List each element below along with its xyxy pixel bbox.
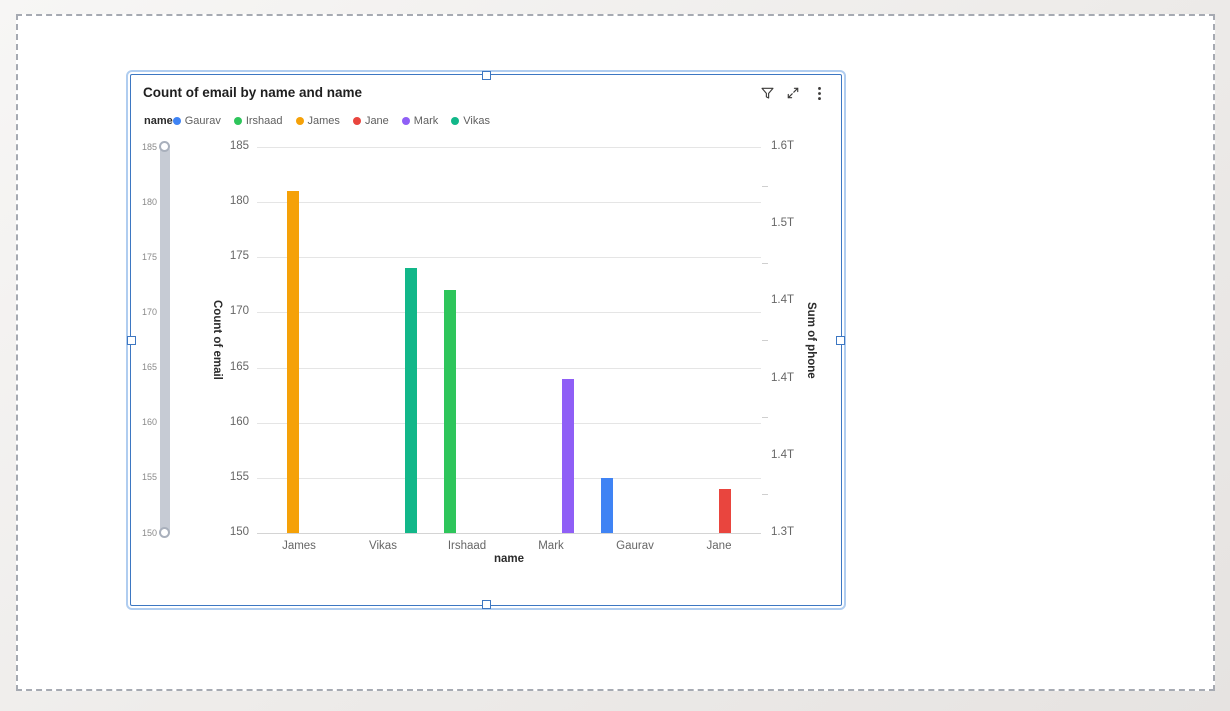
legend-label: Jane — [364, 115, 389, 127]
y-axis-title: Count of email — [211, 300, 223, 380]
gridline — [257, 202, 761, 204]
bar[interactable] — [561, 378, 574, 533]
x-axis-tick-label: Vikas — [369, 540, 397, 552]
y-axis-zoom-slider-track[interactable] — [160, 145, 170, 535]
legend-label: Mark — [413, 115, 439, 127]
legend-swatch — [352, 117, 361, 125]
x-axis-tick-label: Mark — [538, 540, 564, 552]
slider-tick-label: 170 — [141, 306, 157, 317]
more-options-icon[interactable] — [811, 85, 827, 101]
y-axis-tick-label: 170 — [229, 305, 249, 318]
y-axis-tick-label: 160 — [229, 415, 249, 428]
x-axis-tick-label: Jane — [706, 540, 732, 552]
legend-swatch — [401, 117, 410, 125]
bar[interactable] — [405, 268, 417, 533]
y2-axis-minor-tick — [762, 185, 768, 187]
legend-title: name — [144, 115, 173, 127]
legend-item[interactable]: Jane — [352, 115, 389, 127]
y2-axis-tick-label: 1.4T — [771, 448, 795, 461]
y-axis-tick-label: 185 — [229, 140, 249, 152]
y2-axis-minor-tick — [762, 340, 768, 341]
y2-axis-tick-label: 1.3T — [771, 526, 795, 538]
bar[interactable] — [718, 488, 731, 533]
gridline — [257, 367, 761, 369]
bar[interactable] — [444, 290, 457, 533]
y2-axis-tick-label: 1.5T — [771, 217, 795, 230]
x-axis-tick-label: Gaurav — [616, 540, 654, 552]
gridline — [257, 422, 761, 424]
legend-swatch — [451, 117, 460, 125]
gridline — [257, 477, 761, 479]
gridline — [257, 533, 761, 534]
x-axis-tick-label: James — [282, 540, 316, 552]
gridline — [257, 312, 761, 314]
visual-toolbar — [759, 85, 827, 101]
resize-handle-top[interactable] — [482, 71, 491, 80]
slider-tick-label: 155 — [141, 472, 157, 483]
legend: name Gaurav Irshaad James Jane Mark Vikas — [144, 115, 503, 127]
y2-axis-tick-label: 1.6T — [771, 140, 795, 152]
y-axis-zoom-slider-handle-top[interactable] — [159, 141, 170, 152]
legend-label: Irshaad — [245, 115, 283, 127]
legend-item[interactable]: James — [295, 115, 340, 127]
filter-icon[interactable] — [759, 85, 775, 101]
legend-label: Gaurav — [184, 115, 221, 127]
legend-swatch — [295, 117, 304, 125]
y-axis-zoom-slider-handle-bottom[interactable] — [159, 527, 170, 538]
legend-item[interactable]: Gaurav — [172, 115, 221, 127]
y2-axis-minor-tick — [762, 417, 768, 419]
legend-swatch — [233, 117, 242, 125]
resize-handle-bottom[interactable] — [482, 600, 491, 609]
y2-axis-tick-label: 1.4T — [771, 371, 795, 384]
slider-tick-label: 185 — [141, 141, 157, 152]
visual-title: Count of email by name and name — [143, 85, 363, 100]
bar[interactable] — [601, 477, 613, 533]
y2-axis-minor-tick — [762, 494, 768, 496]
y2-axis-title: Sum of phone — [805, 301, 817, 379]
y-axis-tick-label: 175 — [229, 250, 249, 263]
x-axis-tick-label: Irshaad — [447, 540, 487, 552]
y-axis-tick-label: 150 — [229, 526, 249, 538]
slider-tick-label: 150 — [141, 527, 157, 538]
y2-axis-minor-tick — [762, 262, 768, 264]
gridline — [257, 147, 761, 148]
y-axis-tick-label: 180 — [229, 195, 249, 208]
legend-label: James — [307, 115, 340, 127]
legend-item[interactable]: Mark — [401, 115, 439, 127]
visual-card[interactable]: Count of email by name and name — [126, 70, 846, 610]
resize-handle-right[interactable] — [836, 336, 845, 345]
focus-mode-icon[interactable] — [785, 85, 801, 101]
gridline — [257, 257, 761, 259]
report-page-canvas[interactable]: Count of email by name and name — [16, 14, 1215, 691]
y-axis-tick-label: 165 — [229, 360, 249, 373]
resize-handle-left[interactable] — [127, 336, 136, 345]
legend-item[interactable]: Irshaad — [233, 115, 283, 127]
bar[interactable] — [287, 191, 300, 533]
y2-axis-tick-label: 1.4T — [771, 294, 795, 307]
slider-tick-label: 160 — [141, 417, 157, 428]
legend-swatch — [172, 117, 181, 125]
y-axis-tick-label: 155 — [229, 470, 249, 483]
legend-label: Vikas — [463, 115, 490, 127]
legend-item[interactable]: Vikas — [451, 115, 490, 127]
slider-tick-label: 180 — [141, 196, 157, 207]
slider-tick-label: 165 — [141, 362, 157, 373]
slider-tick-label: 175 — [141, 251, 157, 262]
x-axis-title: name — [493, 553, 525, 565]
